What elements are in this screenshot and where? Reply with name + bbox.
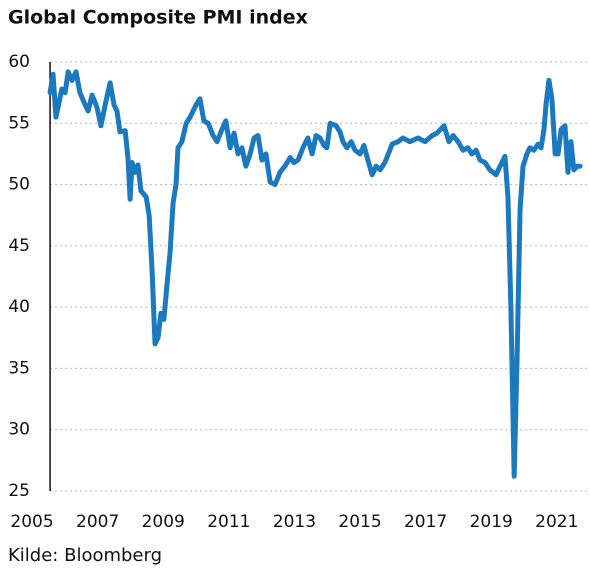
y-tick-label: 45 [8, 236, 30, 256]
y-tick-label: 35 [8, 358, 30, 378]
x-tick-label: 2009 [142, 512, 185, 532]
y-tick-label: 60 [8, 52, 30, 72]
source: Kilde: Bloomberg [8, 545, 162, 566]
y-tick-label: 55 [8, 113, 30, 133]
x-tick-label: 2021 [535, 512, 578, 532]
chart-title: Global Composite PMI index [8, 7, 308, 29]
x-tick-label: 2011 [207, 512, 250, 532]
y-tick-label: 50 [8, 175, 30, 195]
x-tick-label: 2015 [338, 512, 381, 532]
y-tick-label: 25 [8, 481, 30, 501]
x-tick-label: 2013 [273, 512, 316, 532]
y-tick-label: 40 [8, 297, 30, 317]
x-tick-label: 2007 [76, 512, 119, 532]
x-tick-label: 2019 [470, 512, 513, 532]
x-tick-label: 2005 [10, 512, 53, 532]
pmi-line [47, 69, 583, 479]
x-tick-label: 2017 [404, 512, 447, 532]
y-tick-label: 30 [8, 420, 30, 440]
